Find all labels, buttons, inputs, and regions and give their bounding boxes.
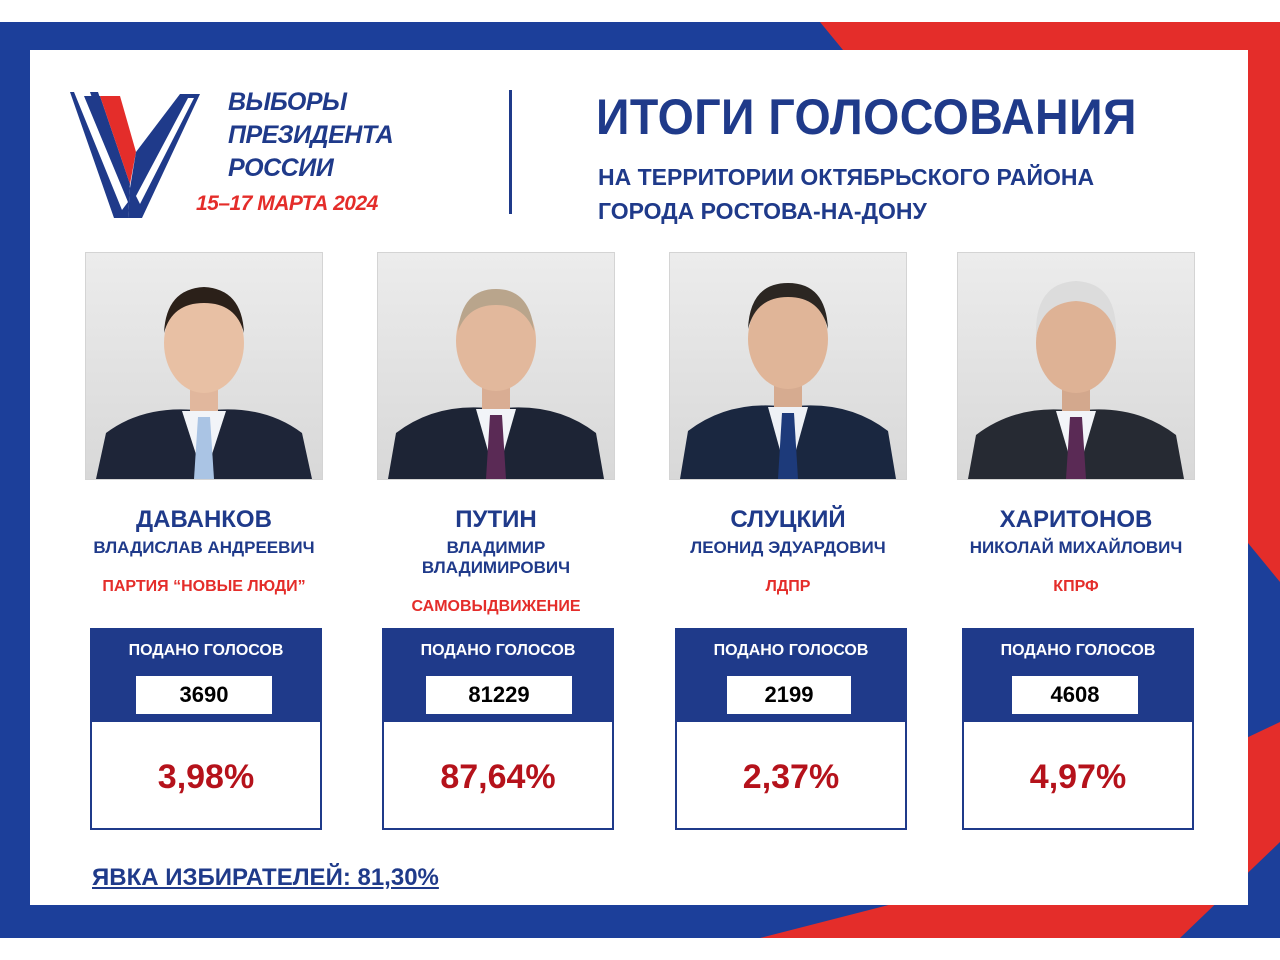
vote-percent: 4,97% [1029,758,1127,796]
votes-box-header: ПОДАНО ГОЛОСОВ 4608 [964,630,1192,722]
votes-label: ПОДАНО ГОЛОСОВ [713,642,869,659]
candidate-party: САМОВЫДВИЖЕНИЕ [411,598,581,615]
candidate-given-names: НИКОЛАЙ МИХАЙЛОВИЧ [969,538,1183,557]
logo-line-3: РОССИИ [228,154,334,182]
votes-box-header: ПОДАНО ГОЛОСОВ 81229 [384,630,612,722]
votes-label: ПОДАНО ГОЛОСОВ [128,642,284,659]
candidate-photo [377,252,615,480]
page-title: ИТОГИ ГОЛОСОВАНИЯ [596,89,1137,145]
election-logo-icon [70,92,200,218]
votes-box: ПОДАНО ГОЛОСОВ 3690 3,98% [90,628,322,830]
votes-label: ПОДАНО ГОЛОСОВ [420,642,576,659]
candidate-surname: ХАРИТОНОВ [999,506,1153,533]
candidate-party: ПАРТИЯ “НОВЫЕ ЛЮДИ” [102,578,306,595]
candidate-surname: ДАВАНКОВ [136,506,272,533]
candidate-surname: СЛУЦКИЙ [730,506,846,533]
votes-label: ПОДАНО ГОЛОСОВ [1000,642,1156,659]
candidate-given-names: ВЛАДИСЛАВ АНДРЕЕВИЧ [93,538,315,557]
candidate-surname: ПУТИН [455,506,537,533]
votes-box: ПОДАНО ГОЛОСОВ 2199 2,37% [675,628,907,830]
candidate-party: ЛДПР [765,578,811,595]
logo-line-2: ПРЕЗИДЕНТА [228,121,394,149]
subtitle-line-1: НА ТЕРРИТОРИИ ОКТЯБРЬСКОГО РАЙОНА [598,164,1095,190]
candidate-given-names: ВЛАДИМИР ВЛАДИМИРОВИЧ [421,538,571,577]
logo-title: ВЫБОРЫ ПРЕЗИДЕНТА РОССИИ [228,86,428,185]
subtitle-line-2: ГОРОДА РОСТОВА-НА-ДОНУ [598,198,927,224]
logo-line-1: ВЫБОРЫ [228,88,347,116]
candidate-party: КПРФ [1053,578,1099,595]
voter-turnout: ЯВКА ИЗБИРАТЕЛЕЙ: 81,30% [92,864,439,891]
votes-box: ПОДАНО ГОЛОСОВ 4608 4,97% [962,628,1194,830]
votes-box-header: ПОДАНО ГОЛОСОВ 3690 [92,630,320,722]
candidate-photo [669,252,907,480]
votes-count: 81229 [426,676,572,714]
candidate-card: ДАВАНКОВ ВЛАДИСЛАВ АНДРЕЕВИЧ ПАРТИЯ “НОВ… [84,252,324,596]
person-portrait-icon [388,289,604,479]
votes-box-header: ПОДАНО ГОЛОСОВ 2199 [677,630,905,722]
logo-dates: 15–17 МАРТА 2024 [196,192,378,215]
vote-percent: 87,64% [440,758,556,796]
vote-percent: 2,37% [742,758,840,796]
person-portrait-icon [968,281,1184,479]
person-portrait-icon [96,287,312,479]
votes-box: ПОДАНО ГОЛОСОВ 81229 87,64% [382,628,614,830]
person-portrait-icon [680,283,896,479]
votes-count: 3690 [136,676,272,714]
candidate-card: ХАРИТОНОВ НИКОЛАЙ МИХАЙЛОВИЧ КПРФ [956,252,1196,596]
votes-count: 4608 [1012,676,1138,714]
candidate-card: ПУТИН ВЛАДИМИР ВЛАДИМИРОВИЧ САМОВЫДВИЖЕН… [376,252,616,616]
candidate-photo [957,252,1195,480]
candidate-card: СЛУЦКИЙ ЛЕОНИД ЭДУАРДОВИЧ ЛДПР [668,252,908,596]
votes-count: 2199 [727,676,851,714]
vote-percent: 3,98% [157,758,255,796]
page-subtitle: НА ТЕРРИТОРИИ ОКТЯБРЬСКОГО РАЙОНА ГОРОДА… [598,160,1094,228]
candidate-given-names: ЛЕОНИД ЭДУАРДОВИЧ [690,538,886,557]
candidate-photo [85,252,323,480]
header-divider [509,90,512,214]
